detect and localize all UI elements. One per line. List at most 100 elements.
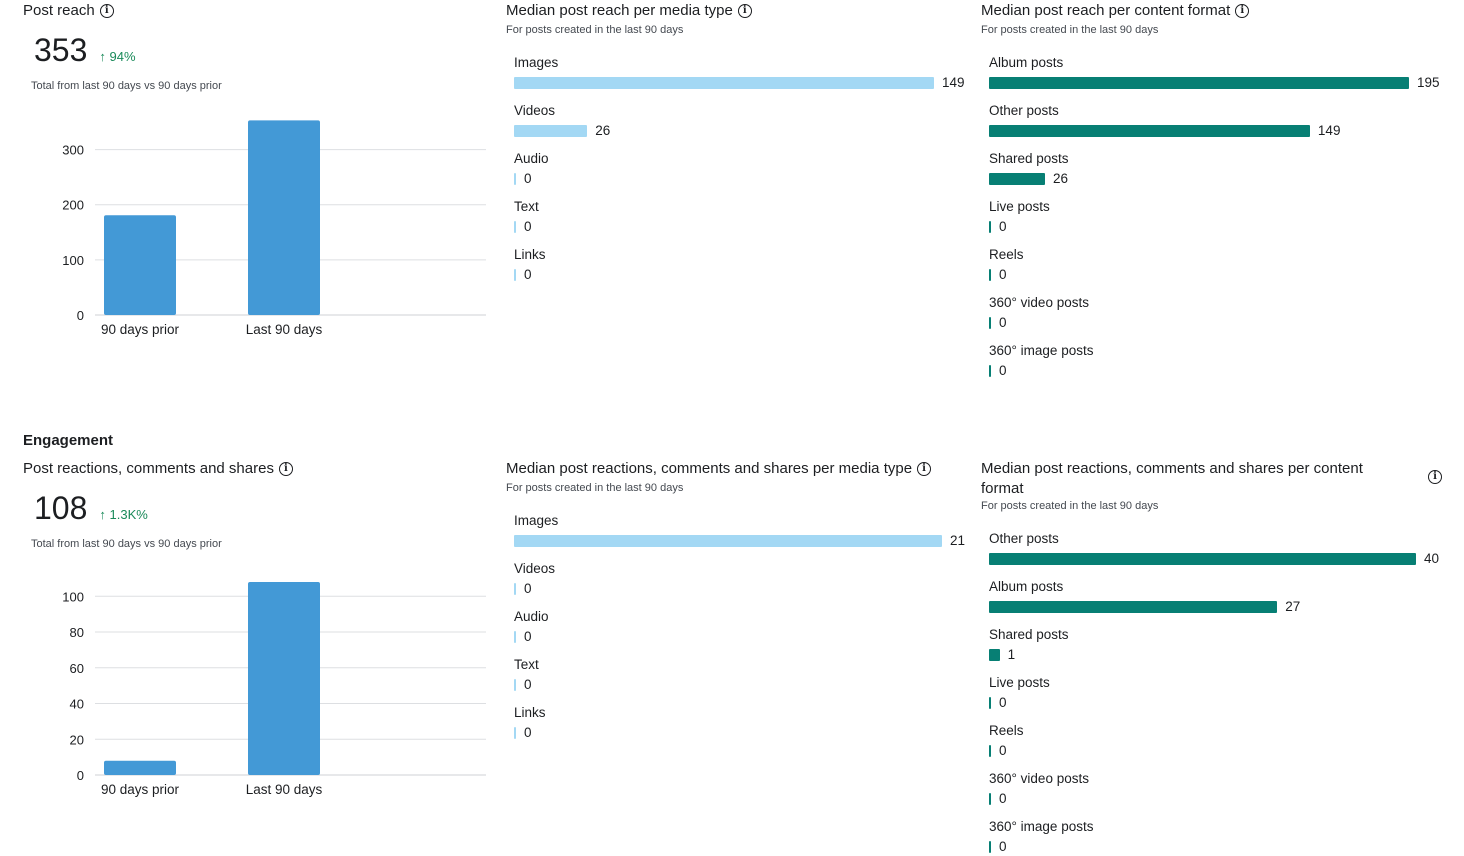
bar-category-label: Album posts [989, 55, 1064, 70]
bar[interactable] [989, 841, 991, 853]
info-icon[interactable]: i [917, 461, 932, 476]
bar-category-label: 360° image posts [989, 343, 1094, 358]
post-reach-delta: ↑ 94% [99, 49, 136, 64]
bar[interactable] [514, 727, 516, 739]
y-tick-label: 200 [62, 198, 84, 213]
bar[interactable] [514, 173, 516, 185]
bar-category-label: Text [514, 657, 539, 672]
bar-category-label: Text [514, 199, 539, 214]
bar[interactable] [514, 221, 516, 233]
bar[interactable] [514, 631, 516, 643]
y-tick-label: 100 [62, 589, 84, 604]
arrow-up-icon: ↑ [99, 49, 106, 64]
y-tick-label: 0 [77, 768, 84, 783]
bar-value-label: 1 [1007, 647, 1016, 662]
bar-category-label: Images [514, 55, 559, 70]
bar-value-label: 0 [524, 629, 532, 644]
reach-format-title: Median post reach per content format i [981, 2, 1250, 19]
bar-value-label: 0 [524, 171, 532, 186]
info-icon[interactable]: i [1235, 3, 1250, 18]
bar-category-label: Other posts [989, 531, 1059, 546]
bar-value-label: 0 [524, 725, 532, 740]
bar[interactable] [104, 215, 176, 315]
engagement-caption: Total from last 90 days vs 90 days prior [31, 538, 222, 550]
bar[interactable] [989, 649, 1000, 661]
eng-media-title: Median post reactions, comments and shar… [506, 460, 932, 477]
reach-media-chart: Images 149 Videos 26 Audio 0 Text 0 Links 0 [514, 55, 974, 295]
bar-category-label: Shared posts [989, 151, 1069, 166]
bar[interactable] [989, 365, 991, 377]
bar[interactable] [514, 535, 942, 547]
post-reach-bar-chart: 0 100 200 300 90 days prior Last 90 days [62, 120, 486, 337]
bar[interactable] [989, 77, 1409, 89]
reach-format-chart: Album posts 195 Other posts 149 Shared posts… [989, 55, 1449, 395]
bar[interactable] [989, 601, 1278, 613]
bar-category-label: Videos [514, 561, 556, 576]
bar-category-label: Shared posts [989, 627, 1069, 642]
bar[interactable] [989, 317, 991, 329]
bar-category-label: 360° video posts [989, 295, 1089, 310]
bar[interactable] [514, 583, 516, 595]
post-reach-summary: 353 ↑ 94% [34, 32, 136, 69]
bar[interactable] [514, 679, 516, 691]
bar-category-label: Other posts [989, 103, 1059, 118]
bar[interactable] [989, 553, 1416, 565]
x-tick-label: 90 days prior [101, 782, 180, 797]
bar[interactable] [514, 125, 588, 137]
bar-value-label: 0 [524, 677, 532, 692]
bar[interactable] [989, 793, 991, 805]
y-tick-label: 80 [70, 625, 84, 640]
bar-value-label: 26 [1053, 171, 1069, 186]
bar[interactable] [104, 760, 176, 775]
reach-media-title: Median post reach per media type i [506, 2, 752, 19]
y-tick-label: 40 [70, 697, 84, 712]
bar-value-label: 27 [1285, 599, 1301, 614]
bar[interactable] [514, 77, 934, 89]
bar[interactable] [514, 269, 516, 281]
bar-category-label: Audio [514, 151, 549, 166]
bar-value-label: 0 [524, 219, 532, 234]
bar-category-label: 360° image posts [989, 819, 1094, 834]
info-icon[interactable]: i [1428, 470, 1442, 484]
bar[interactable] [989, 269, 991, 281]
bar-category-label: Images [514, 513, 559, 528]
bar[interactable] [989, 221, 991, 233]
bar-value-label: 149 [1317, 123, 1341, 138]
bar[interactable] [989, 173, 1045, 185]
bar-value-label: 21 [950, 533, 966, 548]
bar-value-label: 40 [1424, 551, 1440, 566]
bar-value-label: 26 [595, 123, 611, 138]
bar-category-label: Audio [514, 609, 549, 624]
bar[interactable] [248, 582, 320, 775]
engagement-total: 108 [34, 490, 88, 526]
bar-value-label: 0 [999, 791, 1007, 806]
engagement-summary: 108 ↑ 1.3K% [34, 490, 148, 527]
info-icon[interactable]: i [278, 461, 293, 476]
bar[interactable] [989, 125, 1310, 137]
info-icon[interactable]: i [737, 3, 752, 18]
bar[interactable] [989, 745, 991, 757]
x-tick-label: Last 90 days [246, 322, 323, 337]
x-tick-label: 90 days prior [101, 322, 180, 337]
bar-category-label: Videos [514, 103, 556, 118]
bar-category-label: Links [514, 247, 546, 262]
info-icon[interactable]: i [99, 3, 114, 18]
y-tick-label: 60 [70, 661, 84, 676]
bar[interactable] [989, 697, 991, 709]
bar-value-label: 0 [999, 315, 1007, 330]
eng-media-chart: Images 21 Videos 0 Audio 0 Text 0 Links 0 [514, 513, 974, 753]
y-tick-label: 20 [70, 732, 84, 747]
arrow-up-icon: ↑ [99, 507, 106, 522]
engagement-title: Post reactions, comments and shares i [23, 460, 293, 477]
bar-value-label: 0 [999, 743, 1007, 758]
eng-media-subtitle: For posts created in the last 90 days [506, 482, 684, 494]
bar[interactable] [248, 120, 320, 315]
bar-category-label: Live posts [989, 675, 1050, 690]
bar-value-label: 195 [1417, 75, 1440, 90]
bar-value-label: 0 [999, 695, 1007, 710]
reach-format-subtitle: For posts created in the last 90 days [981, 24, 1159, 36]
bar-value-label: 0 [524, 267, 532, 282]
bar-category-label: Live posts [989, 199, 1050, 214]
bar-category-label: Reels [989, 247, 1024, 262]
bar-value-label: 0 [999, 219, 1007, 234]
